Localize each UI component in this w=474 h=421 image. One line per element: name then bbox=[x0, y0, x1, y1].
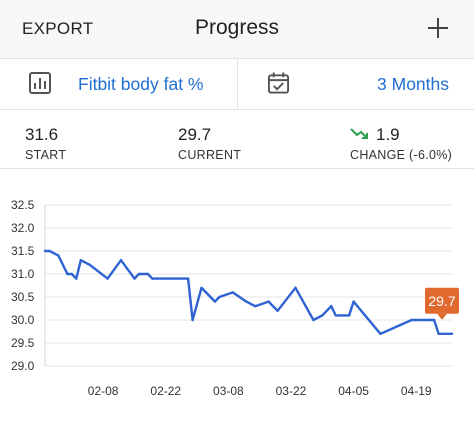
metric-selector[interactable]: Fitbit body fat % bbox=[0, 59, 237, 109]
data-point bbox=[88, 263, 91, 266]
data-point bbox=[379, 332, 382, 335]
data-point bbox=[137, 272, 141, 276]
data-point bbox=[191, 318, 194, 322]
y-tick-label: 31.0 bbox=[11, 267, 35, 281]
data-point bbox=[133, 277, 136, 280]
y-tick-label: 30.5 bbox=[11, 290, 35, 304]
data-point bbox=[218, 295, 221, 299]
data-point bbox=[437, 332, 440, 335]
data-point bbox=[57, 254, 60, 257]
data-point bbox=[334, 314, 337, 317]
data-point bbox=[330, 305, 333, 308]
stat-change: 1.9 CHANGE (-6.0%) bbox=[350, 125, 452, 162]
current-value: 29.7 bbox=[178, 125, 212, 144]
data-point bbox=[347, 314, 351, 317]
change-value: 1.9 bbox=[376, 125, 400, 144]
data-point bbox=[294, 286, 297, 289]
top-bar: EXPORT Progress bbox=[0, 0, 474, 58]
stats-row: 31.6 START 29.7 CURRENT 1.9 CHANGE (-6.0… bbox=[0, 111, 474, 169]
data-point bbox=[410, 318, 413, 322]
y-tick-label: 29.0 bbox=[11, 359, 35, 373]
trend-down-icon bbox=[350, 128, 368, 139]
data-point bbox=[352, 300, 355, 303]
body-fat-chart: 32.5 32.0 31.5 31.0 30.5 30.0 29.5 29.0 02-08 02-… bbox=[11, 198, 459, 398]
calendar-check-icon bbox=[267, 72, 290, 94]
current-label: CURRENT bbox=[178, 148, 242, 162]
data-point bbox=[450, 332, 454, 335]
data-point bbox=[428, 318, 431, 322]
y-tick-label: 29.5 bbox=[11, 336, 35, 350]
x-tick-label: 02-22 bbox=[150, 384, 181, 398]
data-point bbox=[43, 249, 47, 253]
stat-current: 29.7 CURRENT bbox=[178, 125, 241, 162]
data-point bbox=[432, 318, 436, 322]
range-label: 3 Months bbox=[377, 74, 449, 94]
current-value-callout: 29.7 bbox=[425, 287, 459, 320]
data-point bbox=[276, 309, 279, 312]
data-point bbox=[66, 272, 69, 276]
data-point bbox=[186, 277, 190, 280]
y-tick-label: 32.0 bbox=[11, 221, 35, 235]
stat-start: 31.6 START bbox=[25, 125, 66, 162]
data-point bbox=[245, 300, 248, 303]
data-point bbox=[146, 272, 150, 276]
selector-bar: Fitbit body fat % 3 Months bbox=[0, 58, 474, 110]
data-point bbox=[213, 300, 217, 303]
data-point bbox=[204, 291, 208, 294]
y-tick-label: 32.5 bbox=[11, 198, 35, 212]
data-point bbox=[75, 277, 78, 280]
data-point bbox=[70, 272, 74, 276]
x-tick-label: 04-19 bbox=[401, 384, 432, 398]
data-point bbox=[155, 277, 159, 280]
data-point bbox=[312, 318, 315, 322]
x-tick-label: 03-22 bbox=[276, 384, 307, 398]
data-point bbox=[267, 300, 270, 303]
data-point bbox=[338, 314, 342, 317]
x-tick-label: 02-08 bbox=[88, 384, 119, 398]
data-point bbox=[48, 249, 51, 253]
data-point bbox=[254, 305, 257, 308]
y-tick-label: 30.0 bbox=[11, 313, 35, 327]
data-point bbox=[160, 277, 163, 280]
data-point bbox=[106, 277, 109, 280]
data-point bbox=[151, 277, 154, 280]
bar-chart-icon bbox=[29, 72, 51, 94]
series-line bbox=[45, 249, 452, 336]
change-label: CHANGE (-6.0%) bbox=[350, 148, 453, 162]
start-label: START bbox=[25, 148, 67, 162]
y-tick-label: 31.5 bbox=[11, 244, 35, 258]
start-value: 31.6 bbox=[25, 125, 59, 144]
data-point bbox=[79, 259, 82, 262]
callout-label: 29.7 bbox=[428, 293, 455, 309]
add-icon[interactable] bbox=[428, 18, 448, 38]
x-tick-label: 03-08 bbox=[213, 384, 244, 398]
page-title: Progress bbox=[194, 16, 280, 39]
data-point bbox=[231, 291, 235, 294]
data-point bbox=[321, 314, 324, 317]
range-selector[interactable]: 3 Months bbox=[237, 59, 474, 109]
export-button[interactable]: EXPORT bbox=[22, 19, 94, 38]
x-tick-label: 04-05 bbox=[338, 384, 369, 398]
data-point bbox=[119, 259, 123, 262]
metric-label: Fitbit body fat % bbox=[78, 74, 204, 94]
data-point bbox=[200, 286, 203, 289]
